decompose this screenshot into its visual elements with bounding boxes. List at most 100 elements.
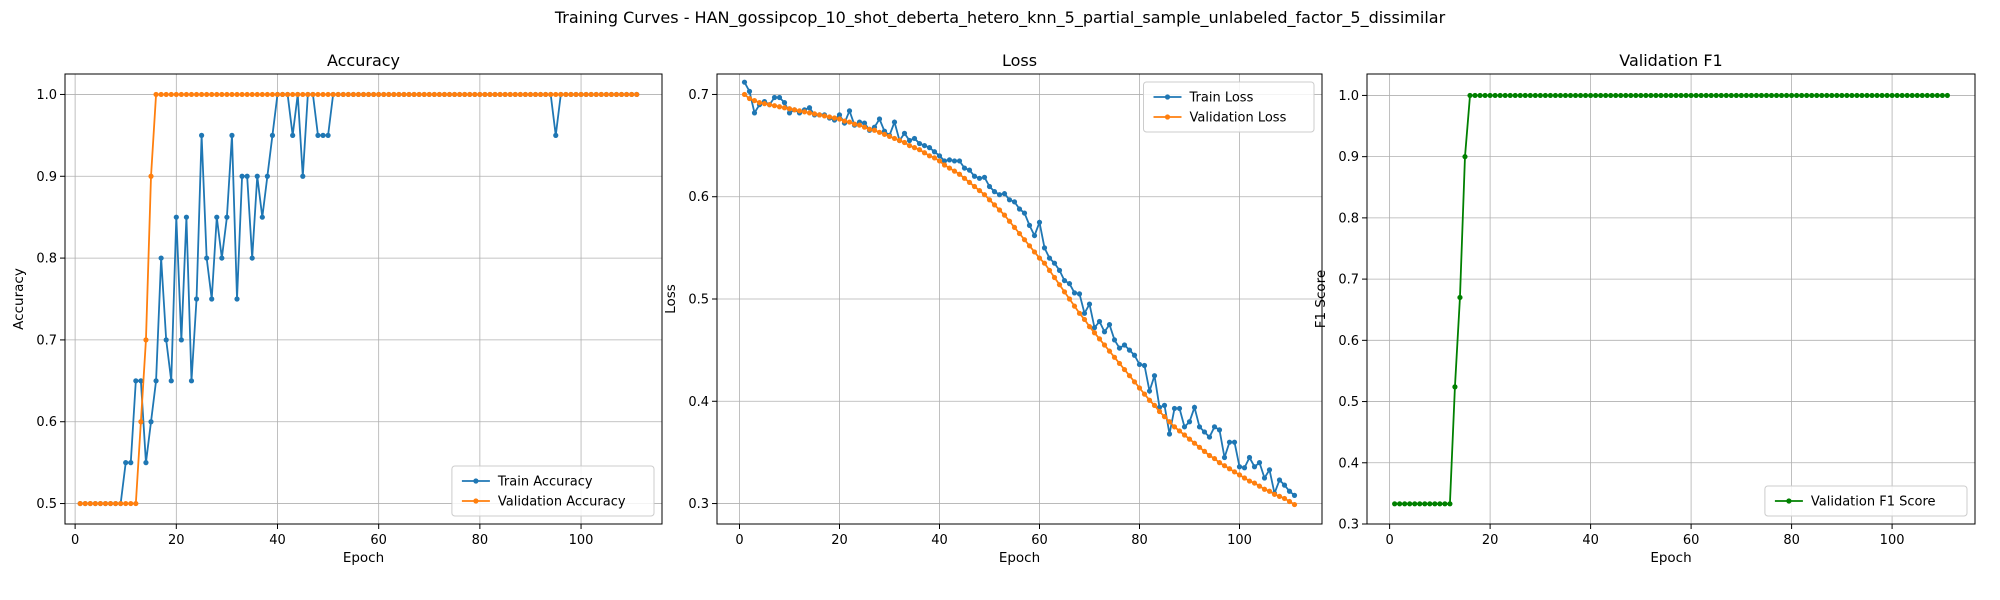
- loss-data-point: [1291, 501, 1298, 508]
- accuracy-data-point: [153, 378, 159, 384]
- loss-data-point: [811, 111, 818, 117]
- accuracy-data-point: [320, 132, 326, 138]
- loss-data-point: [806, 105, 813, 111]
- loss-data-point: [806, 110, 813, 116]
- loss-xtick-label: 0: [735, 533, 743, 548]
- accuracy-legend: Train Accuracy Validation Accuracy: [451, 465, 655, 517]
- f1-data-point: [1839, 92, 1845, 99]
- f1-data-point: [1683, 92, 1689, 99]
- accuracy-xtick-label: 20: [168, 533, 185, 548]
- loss-data-point: [746, 88, 753, 94]
- loss-data-point: [1226, 466, 1233, 472]
- f1-data-point: [1447, 501, 1453, 507]
- loss-data-point: [801, 109, 808, 115]
- f1-data-point: [1809, 92, 1815, 99]
- loss-data-point: [1121, 366, 1128, 373]
- accuracy-data-point: [406, 91, 412, 98]
- loss-data-point: [1261, 486, 1268, 492]
- accuracy-data-point: [553, 91, 559, 98]
- loss-data-point: [1236, 464, 1243, 470]
- loss-data-point: [1016, 206, 1023, 212]
- f1-data-point: [1944, 92, 1950, 99]
- f1-data-point: [1577, 92, 1584, 99]
- accuracy-data-point: [249, 91, 255, 98]
- accuracy-data-point: [214, 214, 220, 220]
- loss-legend-marker: [1164, 94, 1171, 100]
- loss-data-point: [1276, 493, 1283, 499]
- accuracy-data-point: [517, 91, 523, 98]
- f1-data-point: [1773, 92, 1780, 99]
- accuracy-data-point: [209, 296, 215, 302]
- f1-data-point: [1462, 154, 1468, 160]
- f1-title: Validation F1: [1619, 51, 1722, 70]
- f1-data-point: [1844, 92, 1850, 99]
- f1-data-point: [1768, 92, 1775, 99]
- accuracy-data-point: [629, 91, 635, 98]
- f1-data-point: [1703, 92, 1709, 99]
- loss-data-point: [1071, 290, 1078, 296]
- f1-legend: Validation F1 Score: [1764, 485, 1968, 517]
- accuracy-data-point: [360, 91, 367, 98]
- accuracy-data-point: [193, 91, 200, 98]
- f1-data-point: [1552, 92, 1559, 99]
- accuracy-data-point: [376, 91, 382, 98]
- f1-data-point: [1653, 92, 1659, 99]
- loss-ytick-label: 0.6: [688, 190, 709, 205]
- loss-title: Loss: [1002, 51, 1037, 70]
- f1-data-point: [1929, 92, 1935, 99]
- accuracy-data-point: [254, 91, 260, 98]
- loss-data-point: [1081, 316, 1088, 323]
- accuracy-data-point: [563, 91, 569, 98]
- f1-data-point: [1633, 92, 1639, 99]
- accuracy-data-point: [239, 173, 245, 179]
- loss-data-point: [1126, 373, 1133, 379]
- accuracy-data-point: [269, 132, 276, 138]
- f1-data-point: [1467, 92, 1473, 99]
- loss-data-point: [781, 105, 788, 111]
- accuracy-data-point: [183, 214, 190, 220]
- f1-data-point: [1658, 92, 1664, 99]
- f1-data-point: [1392, 501, 1398, 507]
- loss-data-point: [916, 140, 923, 147]
- loss-data-point: [776, 94, 783, 101]
- loss-data-point: [1206, 452, 1213, 459]
- f1-data-point: [1763, 92, 1770, 99]
- accuracy-data-point: [229, 91, 235, 98]
- f1-data-point: [1909, 92, 1915, 99]
- f1-data-point: [1512, 92, 1518, 99]
- loss-data-point: [1211, 424, 1218, 430]
- accuracy-legend-marker: [473, 478, 479, 484]
- accuracy-data-point: [340, 91, 346, 98]
- f1-xtick-label: 60: [1683, 533, 1700, 548]
- loss-data-point: [1111, 337, 1118, 343]
- accuracy-data-point: [148, 419, 154, 425]
- f1-data-point: [1557, 92, 1564, 99]
- loss-data-point: [1141, 362, 1148, 369]
- loss-data-point: [1101, 329, 1108, 335]
- f1-data-point: [1814, 92, 1820, 99]
- loss-ytick-label: 0.3: [688, 497, 709, 512]
- loss-data-point: [1066, 296, 1073, 302]
- accuracy-data-point: [446, 91, 453, 98]
- accuracy-data-point: [128, 500, 134, 507]
- accuracy-data-point: [421, 91, 427, 98]
- loss-data-point: [936, 158, 943, 164]
- loss-data-point: [1136, 385, 1143, 391]
- loss-data-point: [1126, 347, 1133, 353]
- loss-xtick-label: 20: [831, 533, 848, 548]
- f1-data-point: [1738, 92, 1744, 99]
- accuracy-legend-label: Train Accuracy: [497, 475, 593, 490]
- loss-data-point: [1046, 255, 1053, 261]
- loss-data-point: [1031, 232, 1038, 239]
- f1-data-point: [1753, 92, 1760, 99]
- accuracy-data-point: [487, 91, 493, 98]
- accuracy-data-point: [365, 91, 372, 98]
- accuracy-data-point: [163, 337, 169, 343]
- accuracy-legend-box: [451, 465, 655, 517]
- loss-data-point: [741, 91, 748, 98]
- f1-data-point: [1542, 92, 1548, 99]
- accuracy-data-point: [436, 91, 442, 98]
- loss-data-point: [1161, 414, 1168, 420]
- loss-data-point: [1111, 354, 1118, 360]
